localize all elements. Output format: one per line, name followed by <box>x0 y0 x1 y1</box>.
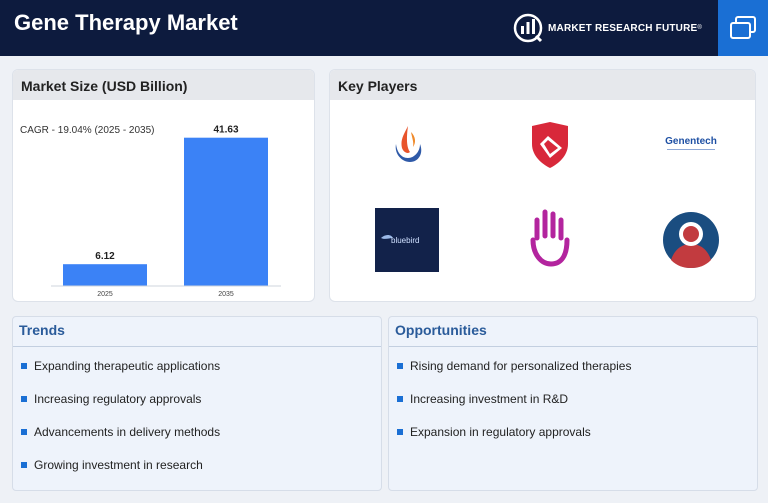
globe-chart-icon <box>513 13 543 43</box>
market-size-card: Market Size (USD Billion) CAGR - 19.04% … <box>12 69 315 302</box>
trend-item: Increasing regulatory approvals <box>13 392 220 425</box>
market-size-title: Market Size (USD Billion) <box>13 70 314 100</box>
trends-title: Trends <box>19 322 65 338</box>
tick-label-2035: 2035 <box>218 291 234 298</box>
bullet-square-icon <box>21 396 27 402</box>
bullet-square-icon <box>21 429 27 435</box>
trends-list: Expanding therapeutic applications Incre… <box>13 359 220 491</box>
copy-window-icon <box>730 16 756 39</box>
trend-item: Advancements in delivery methods <box>13 425 220 458</box>
key-players-card: Key Players Genentech bluebird <box>329 69 756 302</box>
open-window-button[interactable] <box>718 0 768 56</box>
hand-logo-icon[interactable] <box>529 208 573 270</box>
genentech-logo[interactable]: Genentech <box>663 136 719 150</box>
value-label-2025: 6.12 <box>95 251 115 262</box>
trend-item: Growing investment in research <box>13 458 220 491</box>
bar-2035 <box>184 137 268 286</box>
trends-divider <box>13 346 381 347</box>
market-size-chart: 6.12 2025 41.63 2035 <box>51 125 281 298</box>
opportunities-list: Rising demand for personalized therapies… <box>389 359 631 458</box>
opportunity-item: Increasing investment in R&D <box>389 392 631 425</box>
page-title: Gene Therapy Market <box>14 10 238 35</box>
opportunities-divider <box>389 346 757 347</box>
trend-item: Expanding therapeutic applications <box>13 359 220 392</box>
header-bar: Gene Therapy Market MARKET RESEARCH FUTU… <box>0 0 768 56</box>
brand-logo[interactable]: MARKET RESEARCH FUTURE ® <box>512 12 702 44</box>
bullet-square-icon <box>21 363 27 369</box>
bluebird-logo[interactable]: bluebird <box>375 208 439 272</box>
bluebird-logo-text: bluebird <box>391 236 420 245</box>
cagr-label: CAGR - 19.04% (2025 - 2035) <box>20 125 155 136</box>
person-circle-logo-icon[interactable] <box>661 210 721 270</box>
bullet-square-icon <box>397 429 403 435</box>
opportunities-title: Opportunities <box>395 322 487 338</box>
brand-name: MARKET RESEARCH FUTURE <box>548 22 698 34</box>
bullet-square-icon <box>397 396 403 402</box>
brand-registered-mark: ® <box>697 25 702 31</box>
value-label-2035: 41.63 <box>213 125 238 136</box>
tick-label-2025: 2025 <box>97 291 113 298</box>
opportunity-item: Rising demand for personalized therapies <box>389 359 631 392</box>
flame-logo-icon[interactable] <box>386 122 430 166</box>
bullet-square-icon <box>21 462 27 468</box>
shield-logo-icon[interactable] <box>528 120 572 170</box>
bird-icon <box>381 235 393 239</box>
bullet-square-icon <box>397 363 403 369</box>
bar-2025 <box>63 264 147 286</box>
opportunity-item: Expansion in regulatory approvals <box>389 425 631 458</box>
genentech-logo-text: Genentech <box>665 136 717 147</box>
opportunities-panel: Opportunities Rising demand for personal… <box>388 316 758 491</box>
key-players-title: Key Players <box>330 70 755 100</box>
trends-panel: Trends Expanding therapeutic application… <box>12 316 382 491</box>
